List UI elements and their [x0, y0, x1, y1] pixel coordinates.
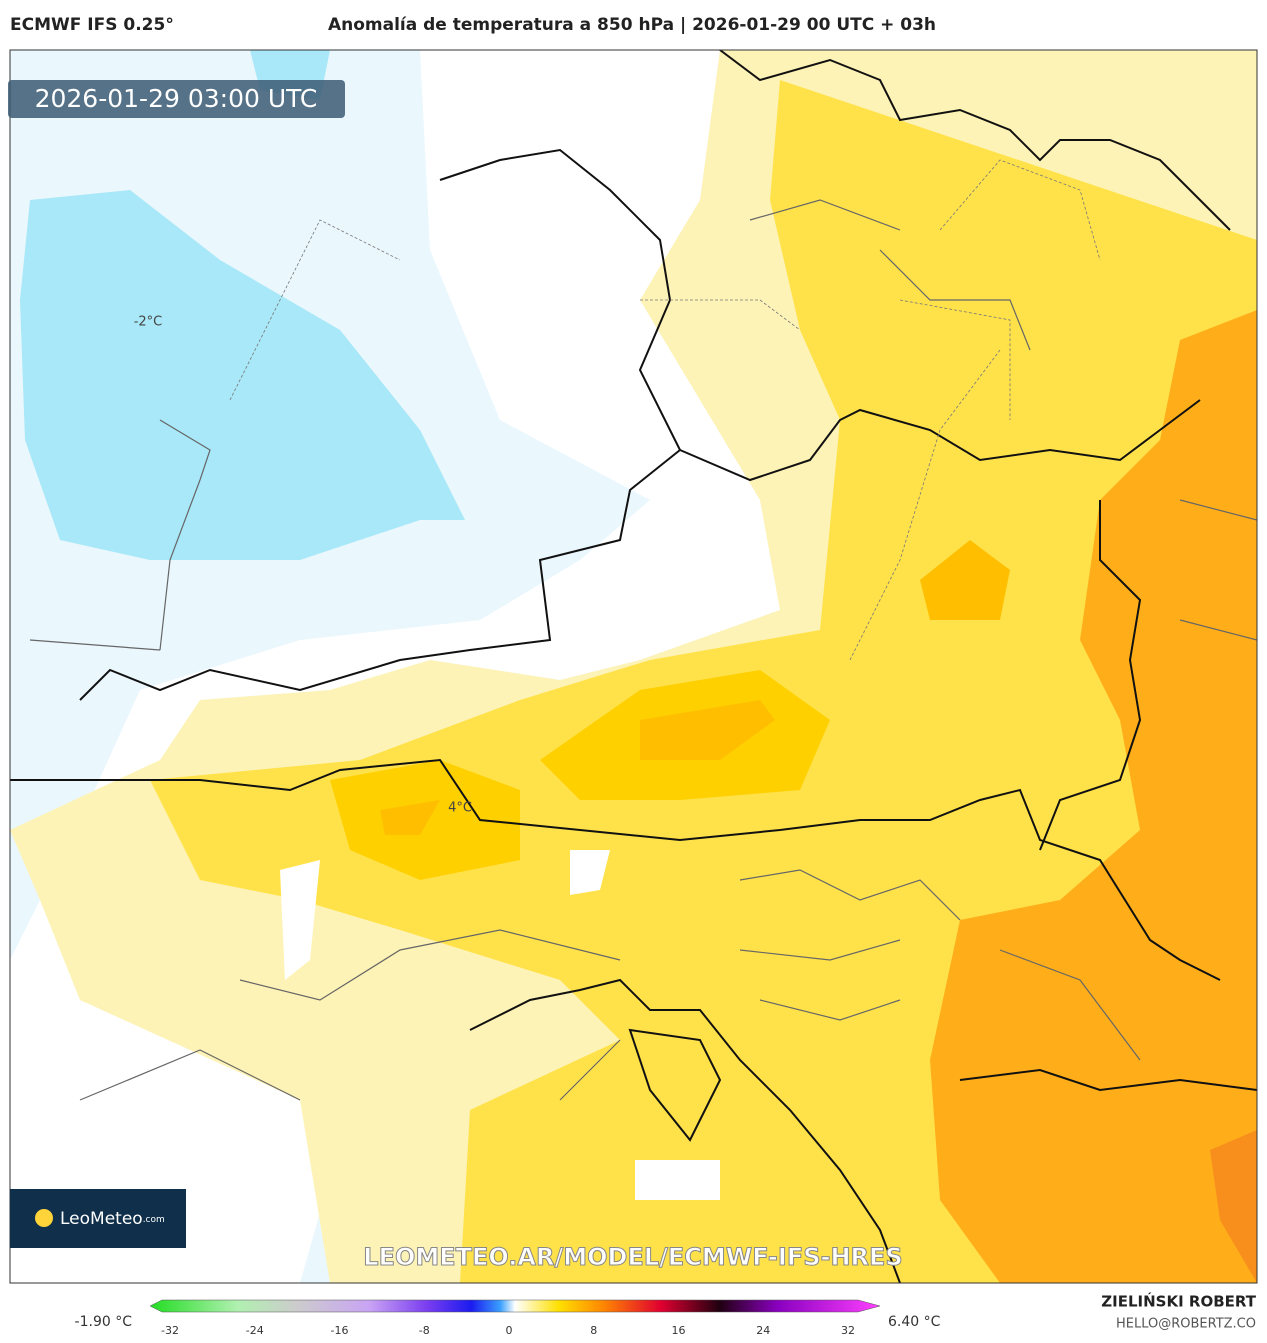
colorbar-tick-label: 32 — [841, 1324, 855, 1337]
colorbar-ticks: -32 -24 -16 -8 0 8 16 24 32 — [161, 1324, 855, 1337]
contour-label: -2°C — [134, 315, 163, 330]
warm-anomaly — [1210, 1130, 1257, 1283]
map: -2°C 4°C — [10, 50, 1257, 1283]
neutral-zone — [280, 850, 720, 1200]
map-frame — [9, 49, 1258, 1284]
colorbar — [149, 1299, 881, 1313]
colorbar-tick-label: -24 — [246, 1324, 264, 1337]
model-name: ECMWF IFS 0.25° — [10, 15, 174, 35]
timestamp-box — [8, 80, 345, 118]
timestamp: 2026-01-29 03:00 UTC — [35, 84, 318, 113]
colorbar-tick-label: 0 — [506, 1324, 513, 1337]
colorbar-tick-label: -8 — [419, 1324, 430, 1337]
logo-name: LeoMeteo — [60, 1209, 143, 1229]
colorbar-tick-label: -16 — [331, 1324, 349, 1337]
logo-name: LeoMeteo.com — [60, 1209, 165, 1229]
colorbar-tick-label: 8 — [590, 1324, 597, 1337]
neutral-zone — [10, 50, 780, 1283]
logo-suffix: .com — [143, 1215, 165, 1225]
colorbar-min: -1.90 °C — [75, 1314, 133, 1330]
author: ZIELIŃSKI ROBERT — [1101, 1292, 1256, 1311]
colorbar-tick-label: 24 — [756, 1324, 770, 1337]
colorbar-max: 6.40 °C — [888, 1314, 941, 1330]
watermark: LEOMETEO.AR/MODEL/ECMWF-IFS-HRES — [363, 1243, 902, 1271]
email: HELLO@ROBERTZ.CO — [1116, 1317, 1256, 1332]
warm-anomaly — [380, 540, 1010, 835]
colorbar-tick-label: 16 — [672, 1324, 686, 1337]
warm-anomaly — [930, 310, 1257, 1283]
colorbar-tick-label: -32 — [161, 1324, 179, 1337]
map-title: Anomalía de temperatura a 850 hPa | 2026… — [328, 15, 936, 35]
contour-label: 4°C — [448, 801, 472, 816]
logo-sun — [35, 1209, 53, 1227]
